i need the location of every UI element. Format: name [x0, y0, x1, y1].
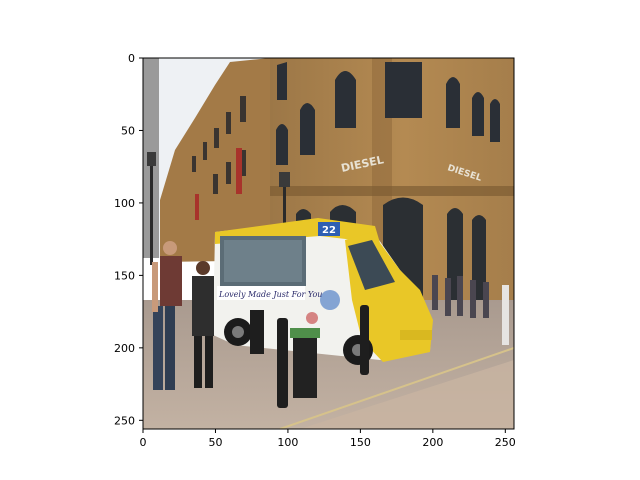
y-axis: 0 50 100 150 200 250 — [114, 52, 143, 427]
street-lamp-left — [147, 152, 156, 265]
bollards — [250, 305, 369, 408]
y-tick-label: 200 — [114, 342, 135, 355]
cornice-band — [270, 186, 514, 196]
ice-cream-van: 22 Lovely Made Just For You — [213, 218, 433, 365]
background-people — [432, 275, 509, 345]
street-lamp-right — [279, 172, 290, 245]
y-tick-label: 250 — [114, 414, 135, 427]
van-slogan: Lovely Made Just For You — [218, 290, 322, 299]
x-tick-label: 50 — [208, 436, 222, 449]
y-tick-label: 100 — [114, 197, 135, 210]
red-banner — [236, 148, 242, 194]
rubbish-bin — [290, 328, 320, 398]
van-number: 22 — [322, 225, 336, 236]
red-banner-2 — [195, 194, 199, 220]
x-axis: 0 50 100 150 200 250 — [140, 429, 516, 449]
pedestrian-woman — [192, 261, 214, 388]
x-tick-label: 0 — [140, 436, 147, 449]
photo: DIESEL DIESEL — [143, 58, 514, 429]
x-tick-label: 100 — [277, 436, 298, 449]
kerb-line — [279, 347, 514, 429]
pedestrian-man — [152, 241, 182, 390]
x-tick-label: 250 — [495, 436, 516, 449]
pavement-near — [300, 360, 514, 429]
street-windows — [192, 96, 246, 194]
y-tick-label: 0 — [128, 52, 135, 65]
y-tick-label: 50 — [121, 124, 135, 137]
x-tick-label: 200 — [422, 436, 443, 449]
x-tick-label: 150 — [350, 436, 371, 449]
upper-windows — [276, 62, 500, 165]
y-tick-label: 150 — [114, 269, 135, 282]
image-frame — [142, 57, 515, 430]
